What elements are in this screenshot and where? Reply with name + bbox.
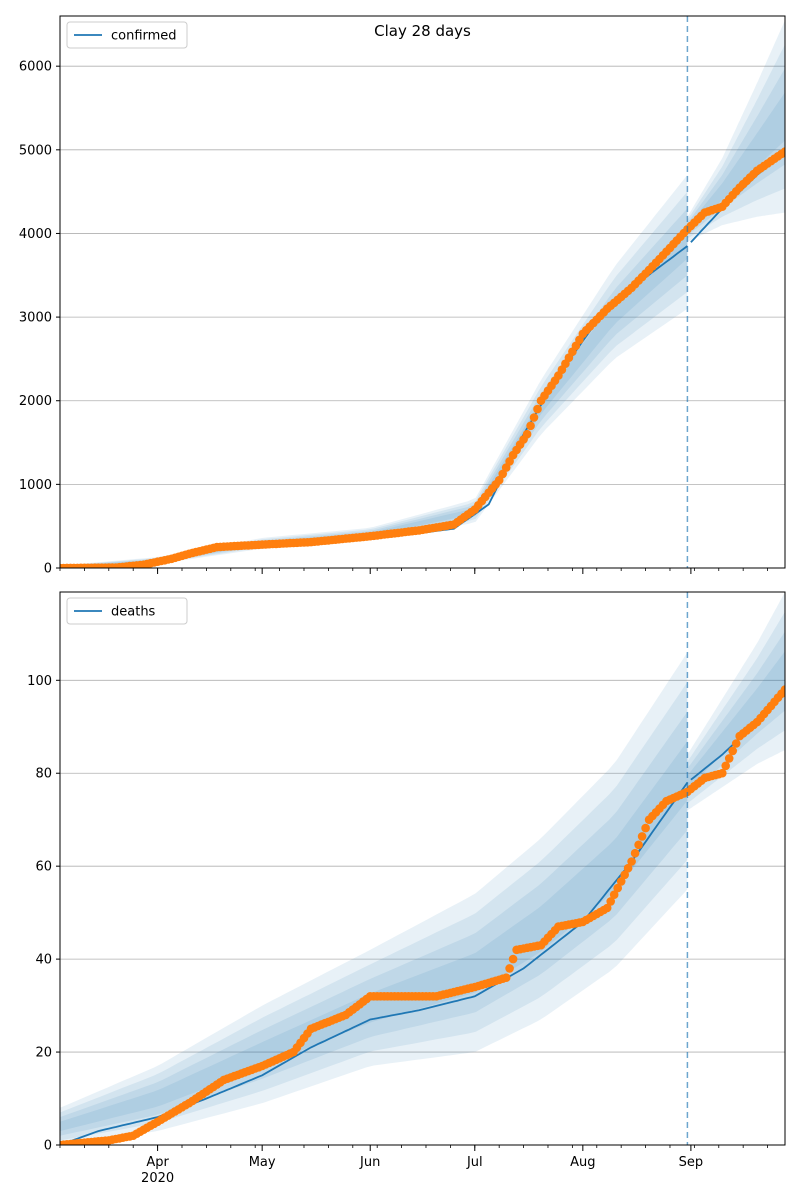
observed-point [498, 469, 508, 479]
observed-point [533, 404, 542, 414]
chart-title: Clay 28 days [374, 22, 471, 40]
uncertainty-band [60, 225, 688, 568]
observed-point [602, 903, 612, 913]
y-tick-label: 2000 [19, 394, 52, 409]
uncertainty-band [60, 191, 688, 568]
axes-frame [59, 591, 786, 1146]
observed-point [623, 863, 633, 873]
uncertainty-band [687, 592, 785, 811]
y-tick-label: 1000 [19, 478, 52, 493]
y-tick-label: 60 [35, 860, 52, 875]
x-tick-label: Jul [466, 1155, 483, 1170]
observed-point [494, 475, 504, 485]
observed-point [718, 768, 727, 778]
y-tick-label: 5000 [19, 143, 52, 158]
observed-point [508, 954, 518, 964]
x-tick-label: Sep [679, 1155, 704, 1170]
y-tick-label: 3000 [19, 311, 52, 326]
plot-area [60, 20, 785, 568]
observed-point [627, 857, 636, 866]
legend: confirmed [66, 21, 188, 49]
observed-point [634, 840, 643, 850]
observed-point [501, 973, 511, 982]
observed-point [522, 429, 532, 439]
x-tick-label: Jun [359, 1155, 380, 1170]
observed-point [780, 147, 785, 156]
legend-label: deaths [111, 605, 156, 620]
uncertainty-band [60, 652, 688, 1145]
uncertainty-band [60, 682, 688, 1141]
legend: deaths [66, 597, 188, 625]
x-tick-label: May [249, 1155, 276, 1170]
observed-point [606, 897, 615, 906]
y-tick-label: 4000 [19, 227, 52, 242]
x-tick-label: Apr [146, 1155, 169, 1170]
y-tick-label: 100 [27, 674, 52, 689]
observed-point [731, 739, 741, 748]
observed-point [780, 685, 785, 694]
observed-point [613, 883, 622, 893]
uncertainty-band [687, 651, 785, 790]
observed-point [526, 421, 535, 431]
axes-frame [59, 15, 786, 569]
legend-label: confirmed [111, 29, 177, 44]
observed-point [721, 761, 730, 771]
y-tick-label: 0 [44, 562, 52, 577]
legend-box [66, 21, 188, 49]
y-tick-label: 6000 [19, 60, 52, 75]
observed-point [609, 890, 619, 899]
uncertainty-band [687, 611, 785, 804]
legend-box [66, 597, 188, 625]
uncertainty-band [687, 92, 785, 233]
chart-panel-confirmed: 0 1000 2000 3000 4000 5000 6000 Clay 28 days con… [19, 15, 786, 577]
uncertainty-band [687, 20, 785, 242]
uncertainty-band [687, 631, 785, 797]
y-tick-label: 20 [35, 1046, 52, 1061]
y-tick-label: 40 [35, 953, 52, 968]
y-tick-label: 0 [44, 1139, 52, 1154]
observed-point [728, 746, 737, 756]
model-line [60, 245, 688, 568]
observed-point [641, 823, 650, 833]
observed-point [505, 964, 514, 973]
x-tick-sublabel: 2020 [141, 1171, 174, 1186]
uncertainty-band [60, 208, 688, 568]
uncertainty-band [687, 44, 785, 239]
observed-point [637, 832, 647, 841]
observed-point [724, 754, 734, 763]
uncertainty-band [60, 174, 688, 568]
observed-point [505, 457, 514, 466]
y-tick-label: 80 [35, 767, 52, 782]
x-tick-label: Aug [570, 1155, 595, 1170]
uncertainty-band [687, 68, 785, 236]
observed-point [620, 870, 629, 880]
plot-area [60, 592, 785, 1145]
observed-point [630, 848, 640, 858]
observed-point [529, 413, 539, 422]
observed-point [616, 877, 626, 886]
